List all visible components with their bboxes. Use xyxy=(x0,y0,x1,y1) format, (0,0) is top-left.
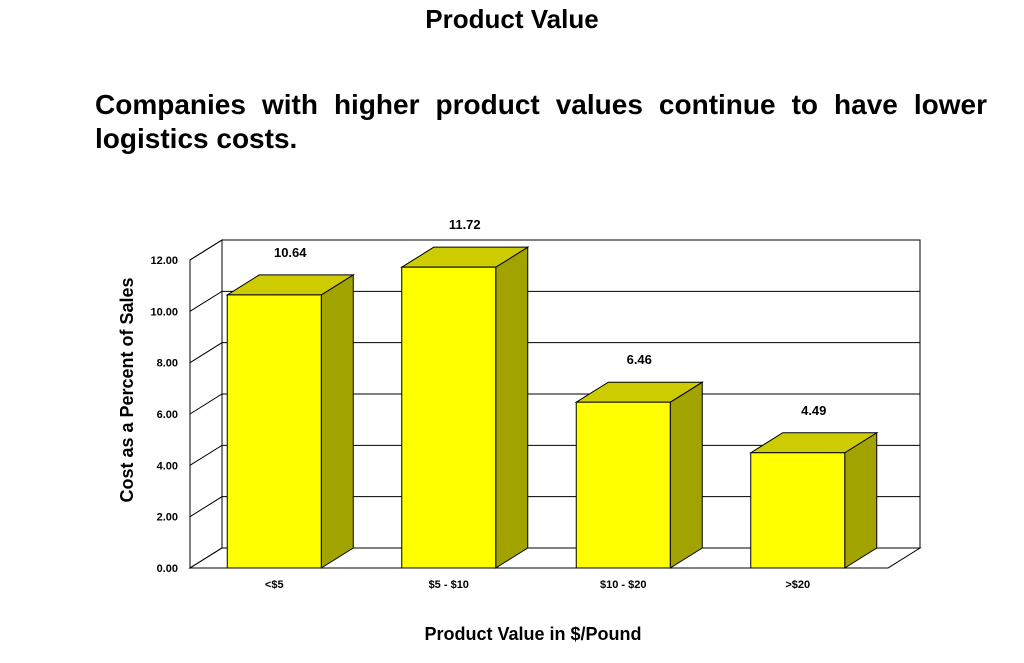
gridline xyxy=(189,290,920,312)
x-category-label: $5 - $10 xyxy=(429,579,469,591)
y-tick-label: 10.00 xyxy=(150,306,178,318)
x-category-label: <$5 xyxy=(265,579,284,591)
y-axis-ticks: 0.00 2.00 4.00 6.00 8.00 10.00 12.00 xyxy=(150,255,178,575)
x-axis-categories: <$5 $5 - $10 $10 - $20 >$20 xyxy=(265,579,810,591)
gridline xyxy=(189,342,920,364)
bar-front xyxy=(401,266,497,569)
bar-side xyxy=(495,246,529,569)
page-title: Product Value xyxy=(425,4,599,34)
x-axis-title: Product Value in $/Pound xyxy=(424,624,641,644)
bar-side xyxy=(320,274,354,569)
y-axis-title: Cost as a Percent of Sales xyxy=(117,277,137,502)
x-category-label: $10 - $20 xyxy=(600,579,646,591)
bar xyxy=(574,381,704,569)
bar-side xyxy=(844,431,878,569)
bar xyxy=(749,431,879,569)
y-tick-label: 6.00 xyxy=(157,409,178,421)
gridline xyxy=(189,239,920,261)
bar-front xyxy=(750,452,846,569)
data-label: 4.49 xyxy=(801,403,826,418)
bar-front xyxy=(575,401,671,569)
chart-bars: 10.64 11.72 6.46 4.49 xyxy=(225,217,879,569)
bar-front xyxy=(226,294,322,569)
y-tick-label: 2.00 xyxy=(157,512,178,524)
data-label: 11.72 xyxy=(449,217,481,232)
y-tick-label: 8.00 xyxy=(157,358,178,370)
y-tick-label: 12.00 xyxy=(150,255,178,267)
x-category-label: >$20 xyxy=(785,579,810,591)
data-label: 10.64 xyxy=(274,245,307,260)
bar xyxy=(225,274,355,569)
y-tick-label: 4.00 xyxy=(157,460,178,472)
y-tick-label: 0.00 xyxy=(157,563,178,575)
data-label: 6.46 xyxy=(627,352,652,367)
bar xyxy=(400,246,530,569)
slide-subtitle: Companies with higher product values con… xyxy=(95,89,987,154)
bar-side xyxy=(669,381,703,569)
